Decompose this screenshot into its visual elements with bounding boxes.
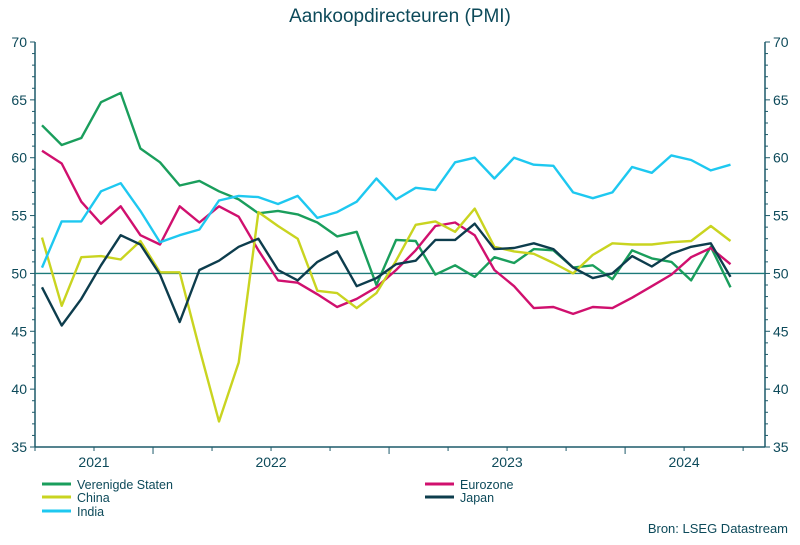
right-tick-label: 35: [773, 439, 789, 455]
right-tick-label: 50: [773, 265, 789, 281]
legend-label: Verenigde Staten: [77, 478, 173, 492]
chart-title: Aankoopdirecteuren (PMI): [289, 6, 511, 27]
left-tick-label: 40: [11, 381, 27, 397]
left-tick-label: 45: [11, 323, 27, 339]
legend-label: India: [77, 505, 104, 519]
left-tick-label: 60: [11, 150, 27, 166]
legend-label: China: [77, 491, 110, 505]
right-tick-label: 70: [773, 34, 789, 50]
series-line-eurozone: [41, 149, 732, 316]
legend-label: Eurozone: [460, 478, 514, 492]
left-tick-label: 50: [11, 265, 27, 281]
series-line-india: [40, 154, 731, 269]
left-tick-label: 65: [11, 92, 27, 108]
source-note: Bron: LSEG Datastream: [648, 521, 788, 536]
x-tick-label: 2021: [78, 454, 109, 470]
x-tick-label: 2024: [668, 454, 699, 470]
left-tick-label: 70: [11, 34, 27, 50]
series-line-japan: [40, 222, 732, 327]
x-tick-label: 2023: [492, 454, 523, 470]
legend-label: Japan: [460, 491, 494, 505]
series-line-china: [40, 207, 732, 423]
right-tick-label: 60: [773, 150, 789, 166]
right-tick-label: 40: [773, 381, 789, 397]
x-tick-label: 2022: [255, 454, 286, 470]
right-tick-label: 45: [773, 323, 789, 339]
left-tick-label: 35: [11, 439, 27, 455]
left-tick-label: 55: [11, 208, 27, 224]
right-tick-label: 65: [773, 92, 789, 108]
right-tick-label: 55: [773, 208, 789, 224]
series-line-verenigde-staten: [41, 91, 732, 288]
